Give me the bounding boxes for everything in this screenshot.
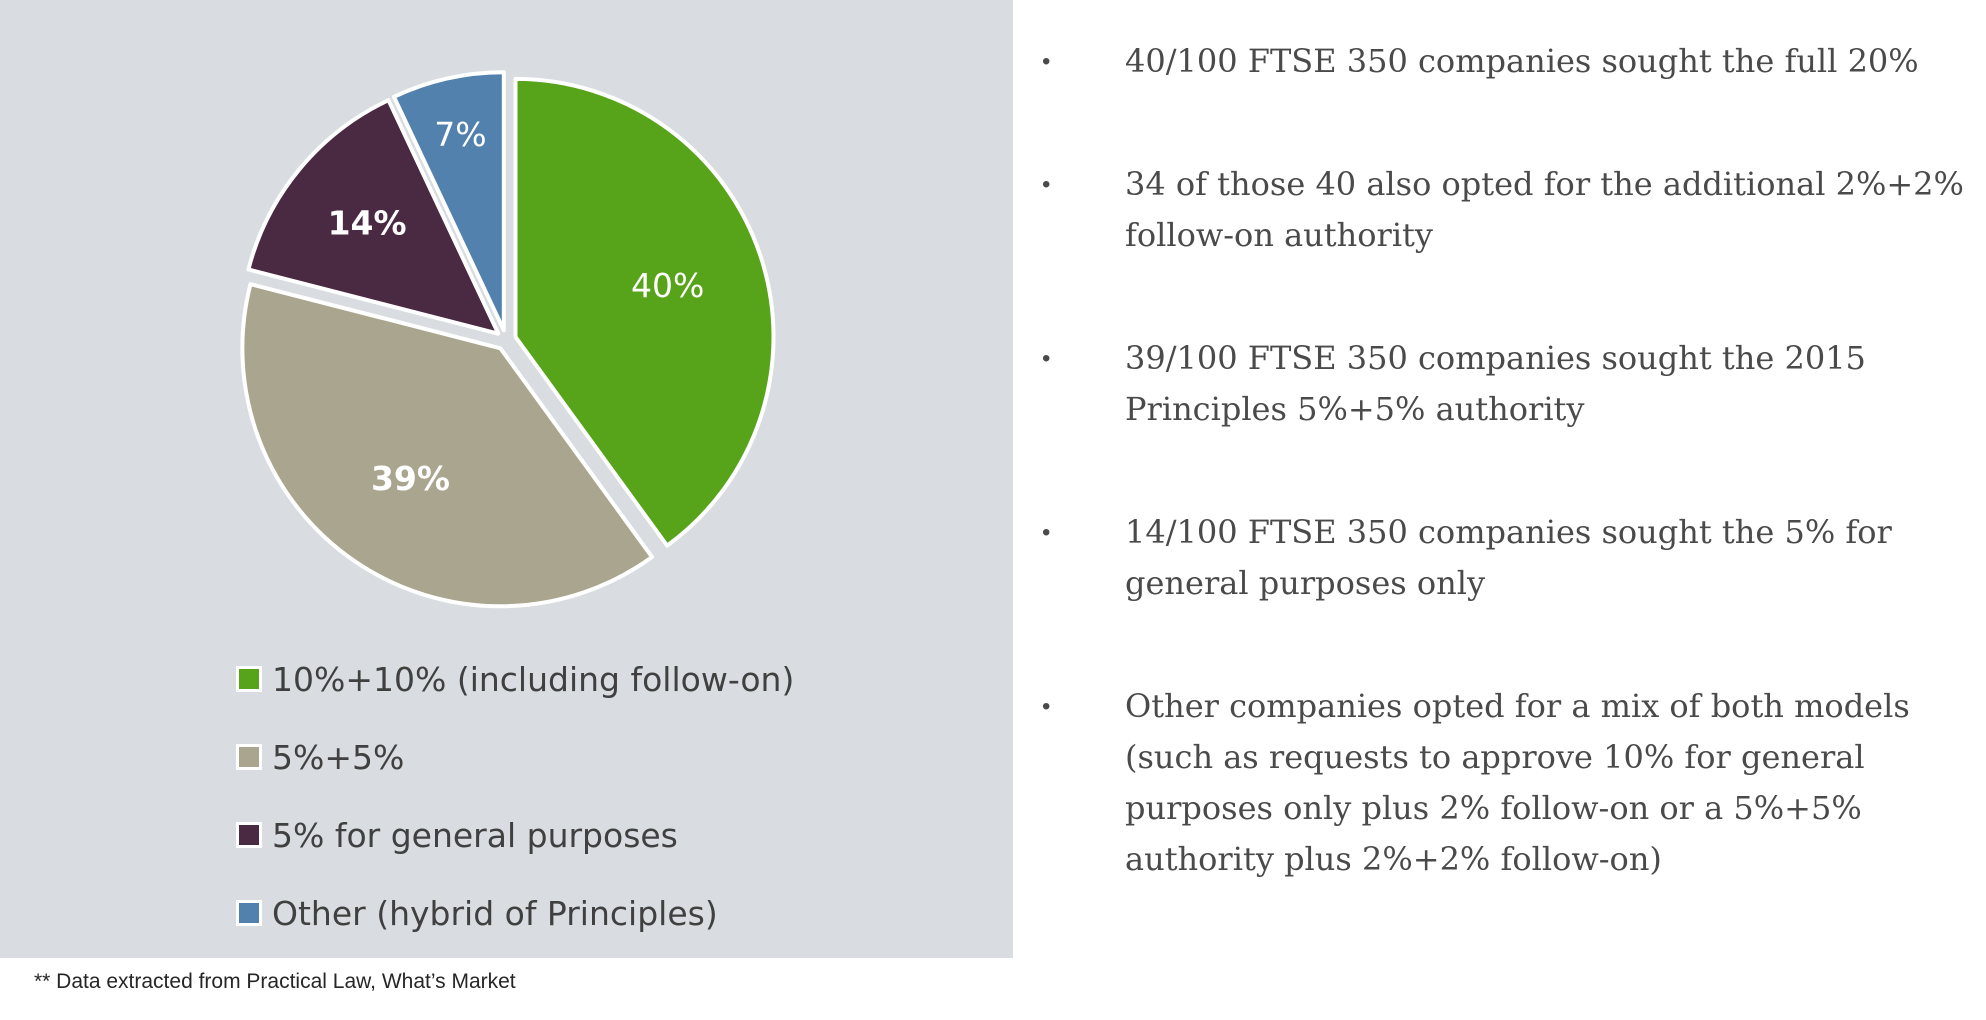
- pie-slice: [246, 98, 501, 336]
- pie-slice: [391, 70, 506, 333]
- legend-swatch: [236, 744, 262, 770]
- chart-panel: 40% 39% 14% 7% 10%+10% (including follow-on…: [0, 0, 1013, 958]
- source-footnote: ** Data extracted from Practical Law, Wh…: [34, 970, 516, 993]
- bullet-list: • 40/100 FTSE 350 companies sought the f…: [1040, 36, 1970, 885]
- bullet-text: 14/100 FTSE 350 companies sought the 5% …: [1125, 513, 1892, 602]
- slice-data-label: 39%: [371, 459, 450, 498]
- bullet-marker: •: [1042, 519, 1051, 546]
- bullet-marker: •: [1042, 693, 1051, 720]
- bullet-text: 34 of those 40 also opted for the additi…: [1125, 165, 1964, 254]
- legend-swatch: [236, 900, 262, 926]
- legend-swatch: [236, 666, 262, 692]
- legend-label: 5%+5%: [272, 737, 405, 777]
- bullet-text: 40/100 FTSE 350 companies sought the ful…: [1125, 42, 1919, 80]
- legend-label: Other (hybrid of Principles): [272, 893, 718, 933]
- legend-label: 5% for general purposes: [272, 815, 678, 855]
- slice-data-label: 7%: [434, 115, 486, 154]
- bullet-item: • 34 of those 40 also opted for the addi…: [1040, 159, 1970, 261]
- bullet-text: 39/100 FTSE 350 companies sought the 201…: [1125, 339, 1866, 428]
- legend-item: 5%+5%: [236, 718, 996, 796]
- legend-item: 10%+10% (including follow-on): [236, 640, 996, 718]
- slice-data-label: 40%: [631, 266, 704, 305]
- slice-data-label: 14%: [328, 204, 407, 243]
- bullet-item: • 14/100 FTSE 350 companies sought the 5…: [1040, 507, 1970, 609]
- bullet-text: Other companies opted for a mix of both …: [1125, 687, 1910, 878]
- legend-item: Other (hybrid of Principles): [236, 874, 996, 952]
- pie-slice: [513, 76, 776, 548]
- bullet-item: • 39/100 FTSE 350 companies sought the 2…: [1040, 333, 1970, 435]
- pie-chart: 40% 39% 14% 7%: [240, 70, 776, 609]
- legend-item: 5% for general purposes: [236, 796, 996, 874]
- chart-legend: 10%+10% (including follow-on) 5%+5% 5% f…: [236, 640, 996, 952]
- pie-slice: [240, 282, 655, 609]
- bullet-marker: •: [1042, 48, 1051, 75]
- legend-swatch: [236, 822, 262, 848]
- bullet-item: • 40/100 FTSE 350 companies sought the f…: [1040, 36, 1970, 87]
- bullet-marker: •: [1042, 345, 1051, 372]
- bullet-marker: •: [1042, 171, 1051, 198]
- bullet-item: • Other companies opted for a mix of bot…: [1040, 681, 1970, 885]
- legend-label: 10%+10% (including follow-on): [272, 659, 795, 699]
